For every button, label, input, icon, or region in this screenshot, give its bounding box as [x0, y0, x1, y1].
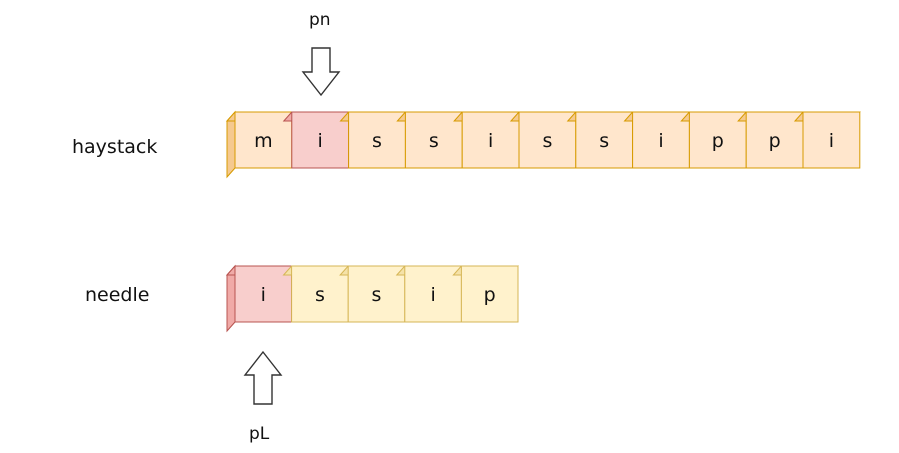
- needle-cell-char: p: [484, 284, 496, 306]
- pn-label: pn: [309, 10, 331, 30]
- needle-label: needle: [85, 284, 149, 306]
- needle-cell: [404, 265, 462, 323]
- haystack-cell: [518, 111, 577, 169]
- haystack-cell-char: s: [429, 130, 439, 152]
- haystack-cell-char: p: [769, 130, 781, 152]
- haystack-cell: [688, 111, 747, 169]
- haystack-cell: [632, 111, 690, 169]
- cell-side-panel: [226, 264, 236, 333]
- haystack-cell-char: i: [658, 130, 663, 152]
- needle-cell-char: s: [372, 284, 382, 306]
- haystack-cell-char: s: [372, 130, 382, 152]
- haystack-cell-char: i: [318, 130, 323, 152]
- haystack-cell-char: p: [712, 130, 724, 152]
- haystack-cell: [461, 111, 520, 169]
- haystack-cell: [234, 111, 293, 169]
- needle-cell-char: i: [430, 284, 435, 306]
- pn-pointer: pn: [301, 10, 341, 97]
- needle-cell: [234, 265, 293, 323]
- down-arrow-icon: [301, 47, 341, 97]
- up-arrow-icon: [243, 350, 283, 405]
- haystack-cell: [404, 111, 463, 169]
- haystack-cell-char: s: [599, 130, 609, 152]
- haystack-cell-char: s: [542, 130, 552, 152]
- needle-cell: [291, 265, 349, 323]
- cell-side-panel: [226, 110, 236, 179]
- pl-pointer: pL: [243, 350, 283, 444]
- needle-cell-char: i: [261, 284, 266, 306]
- haystack-cell: [575, 111, 634, 169]
- needle-cell: [347, 265, 406, 323]
- pl-label: pL: [249, 424, 270, 444]
- haystack-label: haystack: [72, 136, 157, 158]
- haystack-cell: [745, 111, 804, 169]
- haystack-cell-char: i: [829, 130, 834, 152]
- haystack-cell: [802, 111, 861, 169]
- haystack-cell: [291, 111, 350, 169]
- haystack-cell-char: i: [488, 130, 493, 152]
- needle-cell: [460, 265, 519, 323]
- needle-cell-char: s: [315, 284, 325, 306]
- haystack-cell-char: m: [254, 130, 273, 152]
